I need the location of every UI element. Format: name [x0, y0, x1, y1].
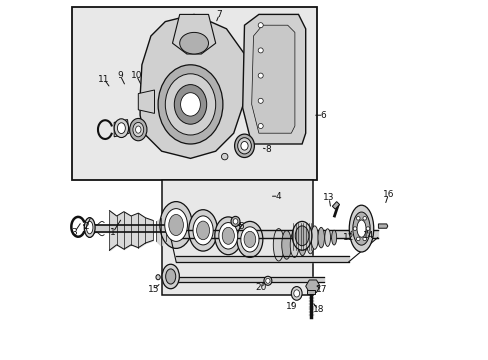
- Ellipse shape: [135, 126, 141, 133]
- Ellipse shape: [165, 269, 175, 284]
- Ellipse shape: [293, 290, 299, 297]
- Text: 19: 19: [285, 302, 296, 311]
- Ellipse shape: [281, 230, 291, 259]
- Ellipse shape: [244, 231, 255, 248]
- Text: 8: 8: [264, 145, 270, 154]
- Ellipse shape: [237, 221, 263, 257]
- Ellipse shape: [292, 221, 311, 250]
- Bar: [162, 180, 312, 295]
- Ellipse shape: [158, 65, 223, 144]
- Ellipse shape: [219, 222, 237, 249]
- Ellipse shape: [214, 217, 241, 255]
- Circle shape: [258, 48, 263, 53]
- Ellipse shape: [86, 221, 93, 234]
- Ellipse shape: [188, 210, 217, 251]
- Circle shape: [356, 216, 359, 220]
- Circle shape: [362, 216, 366, 220]
- Circle shape: [362, 237, 366, 241]
- Ellipse shape: [264, 276, 271, 285]
- Ellipse shape: [162, 264, 179, 289]
- Circle shape: [366, 227, 369, 230]
- Ellipse shape: [129, 118, 146, 141]
- Ellipse shape: [114, 119, 128, 138]
- Ellipse shape: [174, 85, 206, 124]
- Circle shape: [258, 73, 263, 78]
- Text: 14: 14: [362, 231, 374, 240]
- Ellipse shape: [165, 74, 215, 135]
- Ellipse shape: [273, 229, 284, 261]
- Polygon shape: [332, 202, 339, 209]
- Ellipse shape: [352, 212, 369, 245]
- Text: 1: 1: [110, 228, 116, 237]
- Ellipse shape: [230, 216, 240, 226]
- Ellipse shape: [221, 153, 227, 160]
- Bar: [72, 7, 316, 180]
- Polygon shape: [251, 25, 294, 133]
- Text: 5: 5: [238, 222, 244, 231]
- Text: 4: 4: [275, 192, 281, 201]
- Ellipse shape: [348, 205, 373, 252]
- Ellipse shape: [193, 216, 213, 245]
- Circle shape: [352, 227, 356, 230]
- Ellipse shape: [241, 141, 247, 150]
- Ellipse shape: [289, 232, 298, 257]
- Ellipse shape: [265, 278, 269, 283]
- Text: 7: 7: [216, 10, 222, 19]
- Polygon shape: [172, 14, 215, 54]
- Polygon shape: [378, 224, 387, 228]
- Ellipse shape: [160, 202, 192, 248]
- Ellipse shape: [237, 138, 251, 154]
- Text: 15: 15: [148, 285, 159, 294]
- Text: 17: 17: [316, 285, 327, 294]
- Ellipse shape: [234, 134, 254, 158]
- Polygon shape: [306, 290, 315, 294]
- Text: 3: 3: [72, 228, 77, 237]
- Ellipse shape: [233, 219, 237, 224]
- Text: 2: 2: [83, 222, 89, 231]
- Polygon shape: [114, 120, 129, 137]
- Ellipse shape: [164, 209, 187, 241]
- Ellipse shape: [295, 226, 308, 246]
- Ellipse shape: [179, 32, 208, 54]
- Ellipse shape: [84, 217, 95, 238]
- Ellipse shape: [356, 220, 365, 237]
- Circle shape: [356, 237, 359, 241]
- Polygon shape: [140, 14, 244, 158]
- Text: 13: 13: [323, 194, 334, 202]
- Ellipse shape: [331, 230, 336, 245]
- Ellipse shape: [240, 227, 259, 252]
- Ellipse shape: [180, 93, 200, 116]
- Polygon shape: [138, 90, 154, 113]
- Ellipse shape: [196, 221, 209, 240]
- Ellipse shape: [222, 227, 234, 244]
- Circle shape: [258, 123, 263, 129]
- Ellipse shape: [291, 287, 302, 300]
- Text: 6: 6: [320, 111, 326, 120]
- Circle shape: [258, 23, 263, 28]
- Ellipse shape: [168, 215, 183, 235]
- Ellipse shape: [298, 234, 305, 256]
- Text: 10: 10: [130, 71, 142, 80]
- Ellipse shape: [117, 123, 125, 134]
- Ellipse shape: [306, 236, 313, 254]
- Ellipse shape: [324, 229, 330, 246]
- Ellipse shape: [317, 228, 324, 248]
- Polygon shape: [242, 14, 305, 144]
- Text: 9: 9: [117, 71, 123, 80]
- Text: 16: 16: [382, 190, 393, 199]
- Text: 12: 12: [343, 233, 354, 242]
- Ellipse shape: [133, 122, 143, 137]
- Ellipse shape: [310, 226, 318, 249]
- Text: 18: 18: [312, 305, 324, 314]
- Text: 11: 11: [98, 75, 110, 84]
- Text: 20: 20: [254, 284, 266, 292]
- Ellipse shape: [156, 275, 160, 280]
- Circle shape: [258, 98, 263, 103]
